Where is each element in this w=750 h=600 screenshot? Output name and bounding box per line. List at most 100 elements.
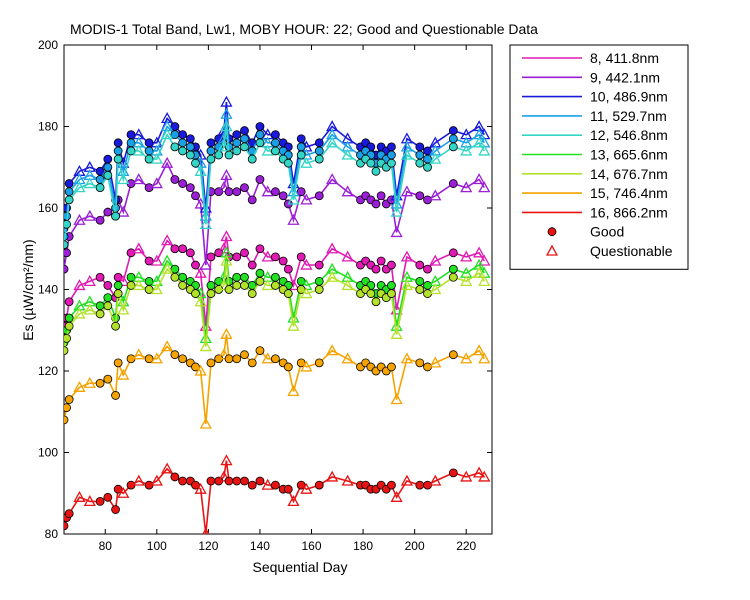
questionable-marker (341, 185, 354, 197)
good-marker (170, 244, 180, 254)
good-marker (448, 179, 458, 188)
questionable-marker (150, 177, 163, 189)
good-marker (371, 199, 381, 209)
good-marker (113, 281, 123, 290)
questionable-marker (478, 352, 491, 364)
good-marker (113, 289, 123, 298)
good-marker (296, 142, 306, 152)
questionable-marker (341, 250, 354, 262)
questionable-marker (220, 327, 233, 339)
good-marker (191, 158, 200, 168)
questionable-marker (194, 364, 207, 376)
y-tick-label: 120 (38, 364, 58, 378)
good-marker (423, 264, 432, 274)
good-marker (178, 179, 188, 188)
good-marker (387, 362, 396, 372)
questionable-marker (83, 275, 96, 287)
good-marker (271, 138, 280, 148)
questionable-marker (261, 144, 274, 156)
good-marker (224, 476, 234, 486)
questionable-marker (132, 173, 145, 185)
good-marker (255, 268, 265, 278)
good-marker (103, 374, 113, 384)
good-marker (247, 480, 257, 490)
good-marker (271, 252, 280, 262)
questionable-marker (300, 156, 313, 168)
good-marker (178, 354, 188, 364)
questionable-marker (300, 360, 313, 372)
questionable-marker (220, 230, 233, 242)
questionable-marker (287, 495, 300, 507)
good-marker (255, 175, 265, 184)
good-marker (95, 378, 105, 388)
good-marker (103, 170, 113, 180)
legend-label: Questionable (590, 243, 673, 259)
good-marker (240, 134, 249, 144)
questionable-marker (220, 107, 233, 119)
good-marker (64, 248, 71, 258)
good-marker (387, 158, 396, 168)
questionable-marker (326, 344, 339, 356)
good-marker (448, 134, 458, 144)
good-marker (191, 260, 200, 270)
good-marker (64, 509, 74, 519)
questionable-marker (217, 181, 230, 193)
questionable-marker (261, 279, 274, 291)
good-marker (232, 354, 242, 364)
questionable-marker (400, 185, 414, 197)
questionable-marker (220, 454, 233, 466)
good-marker (415, 158, 425, 168)
questionable-marker (460, 181, 473, 193)
good-marker (144, 285, 154, 294)
good-marker (111, 505, 120, 514)
good-marker (232, 281, 242, 290)
good-marker (103, 281, 113, 290)
questionable-marker (194, 482, 207, 494)
good-marker (283, 289, 293, 298)
questionable-marker (261, 352, 274, 364)
questionable-marker (73, 279, 86, 291)
x-tick-label: 80 (99, 539, 113, 553)
good-marker (387, 260, 396, 270)
questionable-marker (117, 368, 130, 380)
questionable-marker (326, 270, 339, 282)
questionable-marker (390, 490, 403, 502)
good-marker (178, 130, 188, 140)
good-marker (283, 484, 293, 494)
good-marker (415, 285, 425, 294)
good-marker (95, 183, 105, 193)
questionable-marker (83, 376, 96, 388)
good-marker (448, 272, 458, 282)
good-marker (232, 130, 242, 140)
x-tick-label: 180 (353, 539, 373, 553)
good-marker (366, 158, 376, 168)
questionable-marker (73, 213, 86, 225)
legend-box (509, 44, 689, 270)
good-marker (271, 187, 280, 197)
questionable-marker (199, 217, 212, 229)
good-marker (206, 289, 216, 298)
good-marker (144, 256, 154, 266)
good-marker (178, 138, 188, 148)
good-marker (240, 248, 249, 258)
good-marker (240, 142, 249, 152)
questionable-marker (460, 144, 473, 156)
good-marker (314, 191, 324, 201)
good-marker (371, 297, 381, 307)
good-marker (206, 138, 216, 148)
y-tick-label: 80 (45, 527, 59, 541)
questionable-marker (161, 340, 174, 352)
good-marker (170, 142, 180, 152)
good-marker (314, 154, 324, 164)
y-tick-label: 180 (38, 120, 58, 134)
questionable-marker (161, 262, 174, 274)
good-marker (64, 346, 69, 356)
good-marker (271, 272, 280, 282)
good-marker (95, 309, 105, 319)
questionable-marker (429, 152, 442, 164)
good-marker (64, 297, 74, 307)
questionable-marker (150, 474, 163, 486)
good-marker (206, 154, 216, 164)
good-marker (191, 289, 200, 298)
good-marker (271, 354, 280, 364)
